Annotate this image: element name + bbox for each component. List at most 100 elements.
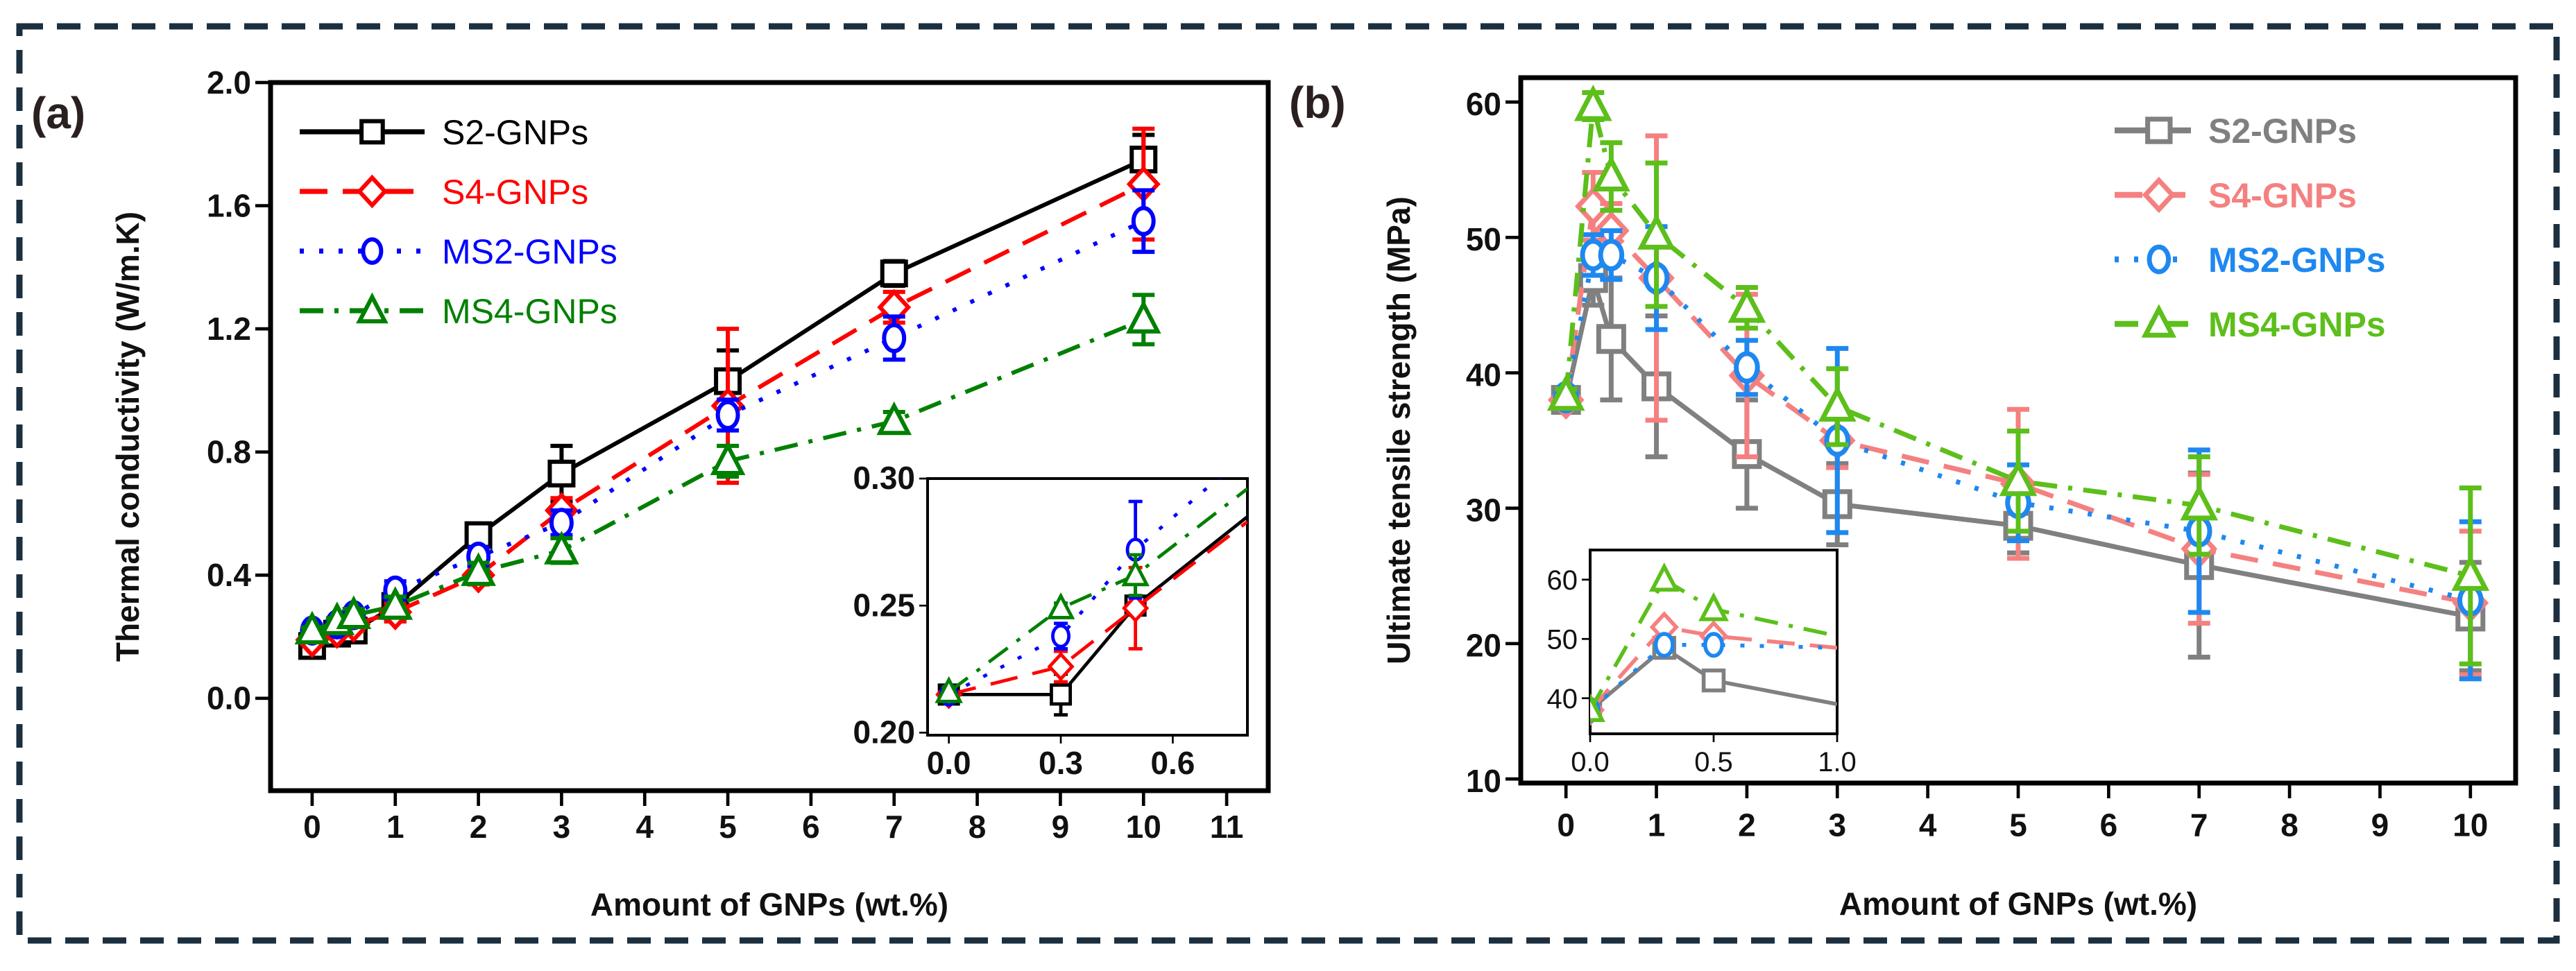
data-point-MS2-GNPs xyxy=(1051,624,1071,648)
data-point-MS4-GNPs xyxy=(544,531,579,565)
data-point-MS4-GNPs xyxy=(1546,374,1585,411)
x-axis-title: Amount of GNPs (wt.%) xyxy=(1839,886,2197,922)
series-line-MS4-GNPs xyxy=(948,487,1247,694)
legend-marker-icon xyxy=(2145,117,2173,144)
data-point-MS4-GNPs xyxy=(710,441,746,476)
x-tick-label: 6 xyxy=(2100,807,2118,843)
data-point-S4-GNPs xyxy=(1047,651,1075,682)
x-tick-label: 9 xyxy=(2371,807,2389,843)
series-line-S4-GNPs xyxy=(948,520,1247,696)
series-line-S4-GNPs xyxy=(1590,625,1837,712)
data-point-S4-GNPs xyxy=(1122,593,1150,624)
series-line-MS4-GNPs xyxy=(1590,576,1837,712)
data-point-MS4-GNPs xyxy=(935,676,963,703)
data-point-MS4-GNPs xyxy=(1121,559,1150,587)
x-tick-label: 1 xyxy=(386,809,404,845)
legend-label: S4-GNPs xyxy=(2208,176,2357,215)
x-tick-label: 5 xyxy=(719,809,737,845)
data-point-MS4-GNPs xyxy=(1046,592,1075,619)
data-point-MS2-GNPs xyxy=(1734,351,1760,384)
x-tick-label: 11 xyxy=(1210,809,1244,845)
data-point-MS2-GNPs xyxy=(715,399,740,431)
series-group xyxy=(1546,85,2490,682)
y-tick-label: 0.30 xyxy=(853,460,915,496)
legend: S2-GNPs S4-GNPs MS2-GNPs MS4-GNPs xyxy=(2115,112,2386,344)
data-point-MS4-GNPs xyxy=(1592,155,1630,191)
data-point-MS2-GNPs xyxy=(1703,632,1725,658)
y-tick-label: 1.2 xyxy=(207,311,251,347)
data-point-S2-GNPs xyxy=(1701,668,1726,693)
y-tick-label: 1.6 xyxy=(207,187,251,223)
series-line-MS4-GNPs xyxy=(311,318,1145,633)
y-tick-label: 50 xyxy=(1466,221,1501,257)
x-tick-label: 0.6 xyxy=(1150,745,1195,781)
x-tick-label: 0 xyxy=(1557,807,1575,843)
y-tick-label: 2.0 xyxy=(207,65,251,101)
x-tick-label: 5 xyxy=(2009,807,2027,843)
data-point-MS4-GNPs xyxy=(1698,592,1729,621)
x-tick-label: 3 xyxy=(553,809,571,845)
y-tick-label: 0.4 xyxy=(207,557,251,593)
y-tick-label: 0.8 xyxy=(207,434,251,470)
x-tick-label: 8 xyxy=(2280,807,2298,843)
legend-label: MS2-GNPs xyxy=(2208,241,2386,280)
y-tick-label: 0.25 xyxy=(853,587,915,623)
series-line-MS2-GNPs xyxy=(948,479,1221,696)
x-axis-title: Amount of GNPs (wt.%) xyxy=(590,886,948,922)
legend-marker-icon xyxy=(2141,304,2177,338)
data-point-MS2-GNPs xyxy=(1598,239,1625,272)
x-tick-label: 10 xyxy=(2453,807,2488,843)
x-tick-label: 0.0 xyxy=(1571,747,1610,777)
panel-a-thermal-conductivity: 0 1 2 3 4 5 6 7 8 9 10 11 0.0 0.4 0.8 1.2 1.6 2.0 Amount o… xyxy=(110,65,1271,922)
data-point-MS4-GNPs xyxy=(876,401,912,436)
legend-label: S4-GNPs xyxy=(442,173,588,212)
legend-label: S2-GNPs xyxy=(442,113,588,152)
data-point-MS4-GNPs xyxy=(1590,693,1605,723)
data-point-MS4-GNPs xyxy=(1728,286,1766,323)
x-tick-label: 1.0 xyxy=(1818,747,1857,777)
y-tick-label: 0.0 xyxy=(207,680,251,716)
legend-marker-icon xyxy=(2142,176,2176,214)
x-tick-label: 3 xyxy=(1828,807,1846,843)
x-tick-label: 0.3 xyxy=(1039,745,1083,781)
data-point-MS2-GNPs xyxy=(1131,206,1156,237)
data-point-MS4-GNPs xyxy=(2180,483,2219,521)
data-point-MS4-GNPs xyxy=(1637,213,1675,250)
legend-label: MS4-GNPs xyxy=(2208,305,2386,344)
y-axis-title: Thermal conductivity (W/m.K) xyxy=(110,212,146,662)
data-point-MS4-GNPs xyxy=(377,586,413,620)
data-point-MS4-GNPs xyxy=(1648,562,1680,592)
legend-label: MS2-GNPs xyxy=(442,232,617,271)
legend-marker-icon xyxy=(361,237,384,265)
data-point-S4-GNPs xyxy=(1574,186,1612,227)
data-point-MS4-GNPs xyxy=(1125,300,1161,334)
data-point-MS4-GNPs xyxy=(294,610,330,645)
data-point-MS4-GNPs xyxy=(461,552,496,586)
legend-label: MS4-GNPs xyxy=(442,292,617,331)
y-axis-title: Ultimate tensile strength (MPa) xyxy=(1381,196,1417,664)
x-tick-label: 6 xyxy=(802,809,820,845)
plot-frame xyxy=(926,477,1249,737)
inset-plot: 0.0 0.5 1.0 40 50 60 xyxy=(1547,549,1857,777)
data-point-S2-GNPs xyxy=(547,459,576,488)
legend-marker-icon xyxy=(356,292,389,324)
data-point-S2-GNPs xyxy=(1050,683,1073,706)
x-tick-label: 2 xyxy=(470,809,488,845)
series-group xyxy=(294,126,1161,660)
y-tick-label: 30 xyxy=(1466,492,1501,528)
x-tick-label: 0 xyxy=(303,809,321,845)
data-point-S2-GNPs xyxy=(1596,324,1626,354)
x-tick-label: 0.5 xyxy=(1694,747,1733,777)
inset-plot: 0.0 0.3 0.6 0.20 0.25 0.30 xyxy=(853,460,1249,781)
x-tick-label: 7 xyxy=(2190,807,2208,843)
panel-label-b: (b) xyxy=(1289,78,1346,128)
x-tick-label: 4 xyxy=(1919,807,1937,843)
x-tick-label: 10 xyxy=(1126,809,1161,845)
data-point-MS4-GNPs xyxy=(2451,554,2490,591)
panel-label-a: (a) xyxy=(31,88,85,138)
series-line-S2-GNPs xyxy=(1590,645,1837,712)
legend-marker-icon xyxy=(359,119,385,145)
data-point-MS4-GNPs xyxy=(1573,85,1612,121)
legend: S2-GNPs S4-GNPs MS2-GNPs MS4-GNPs xyxy=(300,113,617,331)
